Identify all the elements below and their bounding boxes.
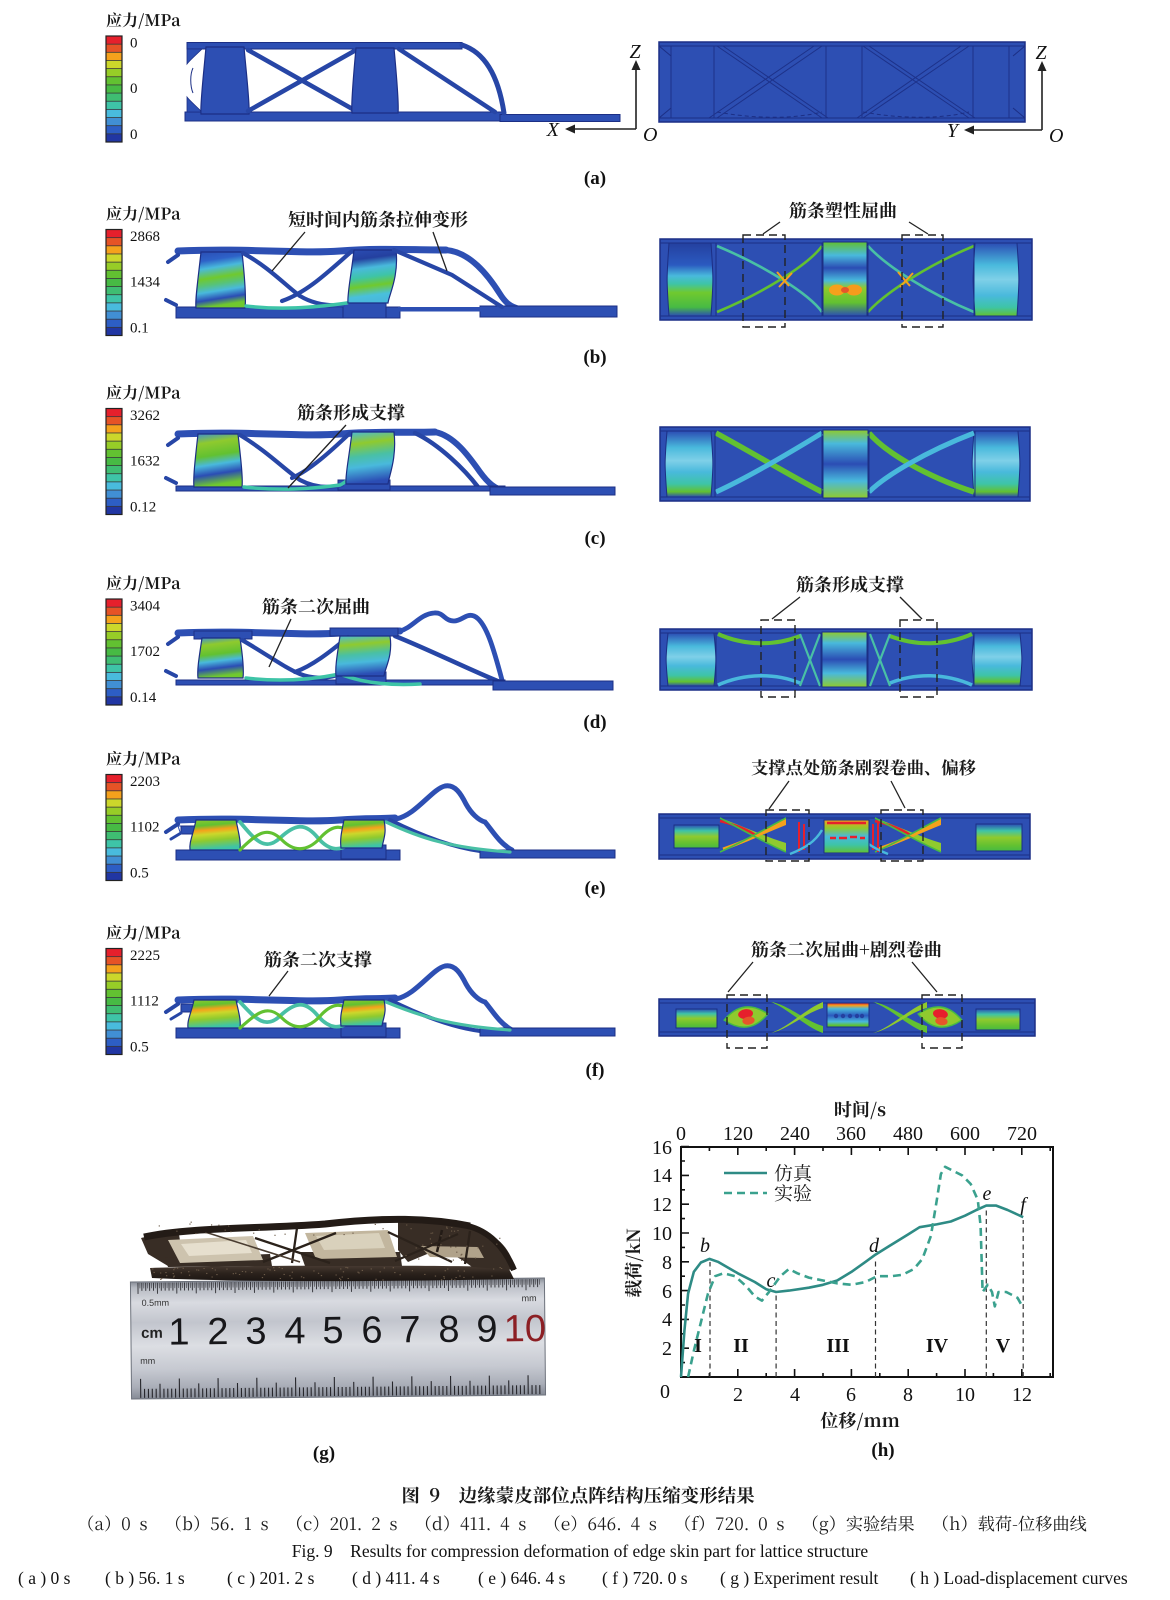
svg-text:0.5: 0.5: [130, 1040, 149, 1056]
svg-text:e: e: [983, 1183, 992, 1205]
svg-text:(e): (e): [584, 878, 605, 899]
svg-text:10: 10: [955, 1384, 975, 1406]
svg-text:12: 12: [1012, 1384, 1032, 1406]
svg-text:2203: 2203: [130, 774, 160, 790]
svg-text:0.12: 0.12: [130, 500, 156, 516]
svg-text:2: 2: [207, 1311, 229, 1353]
svg-text:6: 6: [662, 1281, 672, 1303]
svg-text:O: O: [643, 124, 657, 146]
svg-text:12: 12: [652, 1194, 672, 1216]
svg-text:( b ) 56. 1 s: ( b ) 56. 1 s: [105, 1568, 185, 1588]
svg-text:f: f: [1020, 1194, 1028, 1216]
svg-text:( d ) 411. 4 s: ( d ) 411. 4 s: [352, 1568, 440, 1588]
svg-text:0: 0: [130, 127, 138, 143]
svg-text:(b): (b): [583, 347, 606, 368]
svg-text:III: III: [826, 1335, 850, 1357]
svg-text:6: 6: [361, 1310, 383, 1352]
svg-text:(c): (c): [584, 528, 605, 549]
svg-text:5: 5: [322, 1310, 344, 1352]
svg-text:1102: 1102: [130, 820, 159, 836]
svg-text:480: 480: [893, 1123, 923, 1145]
svg-text:6: 6: [846, 1384, 856, 1406]
svg-text:( f ) 720. 0 s: ( f ) 720. 0 s: [602, 1568, 688, 1588]
svg-text:4: 4: [284, 1310, 306, 1352]
svg-text:0: 0: [130, 81, 138, 97]
svg-text:14: 14: [652, 1165, 672, 1187]
svg-text:IV: IV: [926, 1335, 949, 1357]
svg-text:I: I: [694, 1335, 702, 1357]
svg-text:1702: 1702: [130, 644, 160, 660]
svg-text:2: 2: [662, 1338, 672, 1360]
svg-text:X: X: [546, 119, 560, 141]
svg-text:4: 4: [662, 1309, 672, 1331]
svg-text:( a ) 0 s: ( a ) 0 s: [18, 1568, 71, 1588]
svg-text:2868: 2868: [130, 229, 160, 245]
svg-text:(d): (d): [583, 712, 606, 733]
svg-text:Z: Z: [629, 41, 641, 63]
svg-text:V: V: [996, 1335, 1011, 1357]
svg-text:3: 3: [245, 1311, 267, 1353]
svg-text:3262: 3262: [130, 408, 160, 424]
svg-text:( e ) 646. 4 s: ( e ) 646. 4 s: [478, 1568, 566, 1588]
svg-text:( g ) Experiment result: ( g ) Experiment result: [720, 1568, 879, 1588]
svg-text:8: 8: [903, 1384, 913, 1406]
svg-text:600: 600: [950, 1123, 980, 1145]
svg-text:2225: 2225: [130, 948, 160, 964]
svg-text:0.5: 0.5: [130, 866, 149, 882]
svg-text:360: 360: [836, 1123, 866, 1145]
svg-text:16: 16: [652, 1137, 672, 1159]
svg-text:( h ) Load-displacement curve: ( h ) Load-displacement curves: [910, 1568, 1128, 1588]
svg-text:0.5mm: 0.5mm: [142, 1298, 170, 1308]
svg-text:( c ) 201. 2 s: ( c ) 201. 2 s: [227, 1568, 315, 1588]
svg-text:10: 10: [652, 1223, 672, 1245]
svg-text:9: 9: [476, 1308, 498, 1350]
svg-text:4: 4: [790, 1384, 800, 1406]
svg-text:3404: 3404: [130, 599, 161, 615]
svg-text:2: 2: [733, 1384, 743, 1406]
svg-text:1: 1: [168, 1311, 190, 1353]
svg-text:720: 720: [1007, 1123, 1037, 1145]
svg-text:mm: mm: [140, 1356, 155, 1366]
svg-text:8: 8: [662, 1252, 672, 1274]
svg-text:240: 240: [780, 1123, 810, 1145]
svg-text:mm: mm: [522, 1293, 537, 1303]
svg-text:1434: 1434: [130, 275, 161, 291]
svg-text:120: 120: [723, 1123, 753, 1145]
svg-text:(a): (a): [584, 168, 606, 189]
svg-text:1632: 1632: [130, 454, 160, 470]
svg-text:Z: Z: [1035, 42, 1047, 64]
svg-text:b: b: [700, 1235, 710, 1257]
svg-text:Y: Y: [947, 120, 960, 142]
svg-text:Fig. 9 Results for compress: Fig. 9 Results for compression deformati…: [292, 1541, 869, 1561]
svg-text:cm: cm: [141, 1325, 163, 1342]
svg-text:c: c: [767, 1270, 776, 1292]
svg-text:0.14: 0.14: [130, 690, 157, 706]
svg-text:0: 0: [660, 1381, 670, 1403]
svg-text:1112: 1112: [130, 994, 159, 1010]
svg-text:7: 7: [399, 1309, 421, 1351]
svg-text:0: 0: [130, 36, 138, 52]
svg-text:d: d: [869, 1235, 880, 1257]
svg-text:8: 8: [438, 1309, 460, 1351]
svg-text:(g): (g): [313, 1443, 335, 1464]
svg-text:(f): (f): [586, 1060, 605, 1081]
svg-text:10: 10: [504, 1308, 547, 1350]
svg-text:0.1: 0.1: [130, 321, 149, 337]
svg-text:II: II: [733, 1335, 749, 1357]
svg-text:O: O: [1049, 125, 1063, 147]
svg-text:0: 0: [676, 1123, 686, 1145]
svg-text:(h): (h): [871, 1440, 894, 1461]
